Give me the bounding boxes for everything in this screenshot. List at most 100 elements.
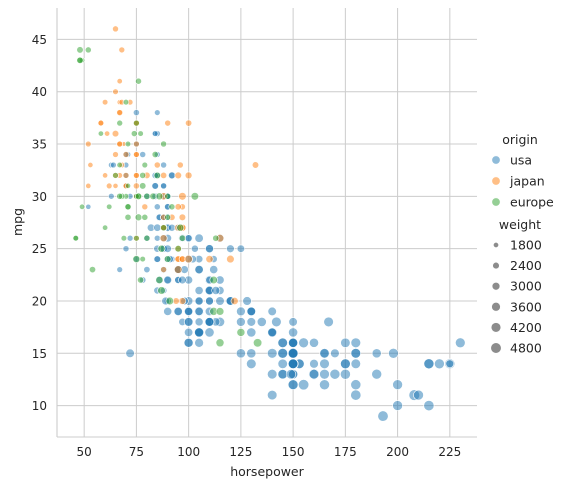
data-point-europe	[76, 56, 84, 64]
data-point-europe	[132, 255, 141, 264]
data-point-usa	[173, 306, 183, 316]
data-point-europe	[106, 203, 113, 210]
legend-size-label: 4800	[510, 341, 542, 356]
data-point-usa	[246, 348, 257, 359]
x-tick-label: 200	[386, 445, 409, 459]
data-point-usa	[168, 171, 176, 180]
data-point-usa	[246, 317, 256, 327]
data-point-usa	[340, 358, 351, 370]
data-point-usa	[319, 358, 330, 369]
data-point-europe	[139, 255, 146, 263]
data-point-japan	[104, 130, 111, 137]
data-point-japan	[133, 172, 140, 179]
data-point-usa	[371, 348, 382, 359]
y-tick-label: 30	[32, 190, 47, 204]
data-point-usa	[143, 266, 151, 274]
data-point-europe	[155, 276, 164, 284]
data-point-europe	[165, 296, 174, 306]
data-point-usa	[126, 234, 134, 242]
legend-label-usa: usa	[510, 153, 532, 168]
data-point-europe	[157, 244, 166, 253]
legend-size-label: 3600	[510, 299, 542, 314]
data-point-europe	[176, 223, 185, 232]
legend-size-label: 4200	[510, 320, 542, 335]
data-point-usa	[204, 327, 215, 338]
data-point-usa	[236, 306, 246, 317]
legend-size-label: 2400	[510, 258, 542, 273]
data-point-europe	[168, 203, 176, 211]
data-point-europe	[143, 234, 151, 242]
data-point-usa	[288, 337, 299, 348]
data-point-usa	[191, 244, 199, 253]
data-point-usa	[125, 348, 135, 358]
data-point-japan	[122, 172, 130, 179]
data-point-japan	[184, 254, 193, 264]
data-point-usa	[455, 337, 466, 349]
data-point-japan	[174, 265, 183, 274]
legend-label-europe: europe	[510, 195, 554, 210]
data-point-europe	[160, 140, 167, 148]
data-point-usa	[319, 368, 330, 380]
data-point-europe	[122, 99, 130, 106]
data-point-europe	[215, 307, 225, 316]
legend-size-marker	[491, 302, 501, 312]
data-point-usa	[153, 223, 162, 232]
data-point-europe	[253, 338, 263, 348]
data-point-japan	[160, 171, 168, 179]
data-point-japan	[141, 203, 149, 211]
data-point-usa	[350, 348, 361, 359]
legend-size-marker	[491, 281, 501, 291]
data-point-usa	[377, 410, 389, 422]
data-point-usa	[413, 389, 424, 401]
data-point-usa	[85, 203, 92, 210]
data-point-usa	[153, 255, 161, 263]
data-point-europe	[151, 151, 159, 158]
data-point-japan	[178, 213, 187, 221]
data-point-japan	[118, 46, 126, 54]
x-tick-labels: 50 75 100 125 150 175 200 225	[77, 445, 462, 459]
data-point-usa	[204, 317, 215, 327]
data-point-europe	[116, 161, 123, 169]
data-point-usa	[116, 266, 123, 273]
data-point-europe	[212, 234, 220, 242]
data-point-usa	[236, 244, 246, 253]
data-point-usa	[267, 369, 278, 380]
data-points	[72, 25, 466, 422]
data-point-japan	[160, 266, 167, 273]
data-point-japan	[116, 109, 124, 116]
data-point-usa	[392, 379, 403, 390]
data-point-usa	[163, 306, 173, 316]
data-point-usa	[194, 338, 204, 348]
data-point-europe	[97, 130, 104, 137]
data-point-usa	[205, 296, 214, 306]
data-point-japan	[251, 161, 260, 169]
data-point-usa	[246, 306, 256, 317]
data-point-japan	[102, 172, 109, 179]
data-point-usa	[277, 337, 288, 348]
y-tick-label: 10	[32, 399, 47, 413]
data-point-europe	[155, 192, 164, 201]
data-point-usa	[309, 359, 319, 369]
y-tick-label: 15	[32, 347, 47, 361]
data-point-japan	[122, 151, 130, 158]
data-point-europe	[149, 192, 157, 200]
data-point-europe	[135, 77, 142, 85]
data-point-usa	[139, 151, 147, 158]
data-point-usa	[184, 327, 194, 337]
data-point-usa	[152, 130, 159, 137]
data-point-europe	[89, 266, 97, 274]
data-point-usa	[423, 358, 435, 370]
y-tick-label: 45	[32, 33, 47, 47]
data-point-europe	[102, 224, 109, 231]
data-point-europe	[134, 192, 143, 200]
data-point-usa	[288, 327, 299, 338]
data-point-usa	[434, 358, 445, 370]
data-point-usa	[340, 368, 351, 380]
legend-size-marker	[490, 342, 502, 354]
data-point-europe	[125, 182, 131, 189]
data-point-usa	[323, 316, 334, 328]
x-tick-label: 125	[229, 445, 252, 459]
data-point-usa	[271, 316, 282, 328]
data-point-usa	[194, 265, 204, 275]
data-point-usa	[163, 275, 172, 285]
